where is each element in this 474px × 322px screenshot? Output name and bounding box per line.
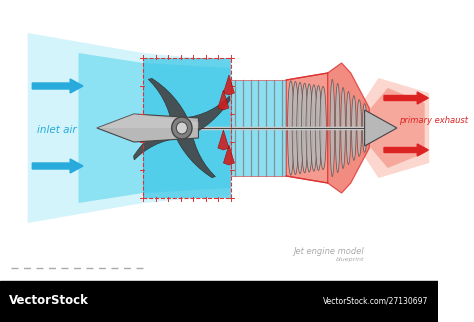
FancyArrow shape: [384, 92, 428, 104]
Ellipse shape: [172, 117, 192, 139]
Text: Jet engine model: Jet engine model: [294, 248, 365, 257]
FancyArrow shape: [32, 159, 83, 173]
Polygon shape: [218, 90, 229, 110]
Polygon shape: [173, 125, 215, 178]
Ellipse shape: [341, 88, 346, 168]
Polygon shape: [223, 75, 235, 95]
Polygon shape: [360, 78, 429, 178]
Bar: [0, 281, 438, 322]
Polygon shape: [286, 73, 328, 183]
Text: inlet air: inlet air: [37, 125, 77, 135]
Ellipse shape: [320, 86, 326, 170]
Polygon shape: [180, 96, 230, 138]
Polygon shape: [134, 118, 183, 160]
Ellipse shape: [301, 83, 308, 173]
Ellipse shape: [306, 84, 312, 172]
Polygon shape: [27, 33, 231, 223]
Ellipse shape: [330, 80, 335, 176]
FancyArrow shape: [32, 79, 83, 93]
Ellipse shape: [288, 81, 294, 175]
Ellipse shape: [352, 96, 356, 160]
Ellipse shape: [297, 82, 303, 174]
Text: VectorStock.com/27130697: VectorStock.com/27130697: [323, 297, 428, 306]
Polygon shape: [79, 53, 231, 203]
Ellipse shape: [310, 85, 317, 171]
Ellipse shape: [176, 122, 187, 134]
Text: blueprint: blueprint: [336, 258, 365, 262]
Polygon shape: [218, 130, 229, 150]
Polygon shape: [148, 78, 191, 131]
Polygon shape: [369, 88, 425, 168]
Ellipse shape: [292, 81, 299, 175]
Ellipse shape: [362, 104, 367, 152]
Ellipse shape: [357, 100, 362, 156]
Polygon shape: [365, 110, 397, 146]
Polygon shape: [328, 63, 369, 193]
Text: VectorStock: VectorStock: [9, 295, 89, 308]
Bar: [143, 58, 231, 198]
Polygon shape: [97, 114, 199, 142]
Polygon shape: [223, 145, 235, 165]
Bar: [143, 58, 231, 198]
Ellipse shape: [315, 86, 322, 170]
Ellipse shape: [346, 91, 351, 165]
Ellipse shape: [336, 83, 340, 173]
Text: primary exhaust: primary exhaust: [399, 116, 468, 125]
Bar: [231, 80, 286, 176]
Polygon shape: [97, 114, 199, 128]
FancyArrow shape: [384, 144, 428, 156]
